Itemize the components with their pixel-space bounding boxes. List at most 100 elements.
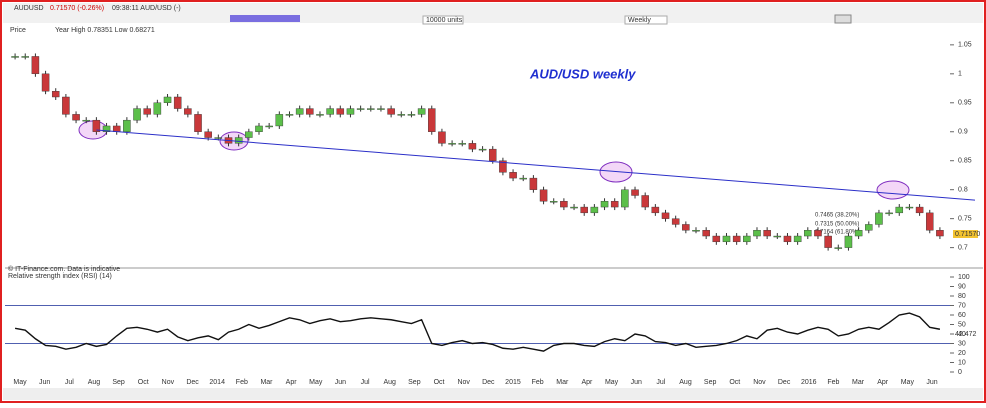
x-tick-label: 2015 [505, 379, 521, 386]
toolbar-icons [230, 14, 852, 24]
fib-label: 0.7465 (38.20%) [815, 213, 859, 219]
x-tick-label: Jun [926, 379, 937, 386]
x-tick-label: Apr [286, 379, 298, 386]
candle [295, 108, 304, 115]
candle [610, 201, 619, 208]
candle [671, 218, 680, 225]
candle [488, 148, 497, 161]
x-tick-label: Sep [408, 379, 421, 386]
x-tick-label: Nov [162, 379, 175, 386]
candle [234, 137, 243, 144]
scrollbar[interactable] [3, 388, 983, 400]
candle [285, 114, 294, 116]
x-tick-label: Apr [877, 379, 889, 386]
candle [11, 56, 19, 58]
x-tick-label: 2014 [209, 379, 225, 386]
candle [702, 230, 710, 237]
candle [51, 90, 60, 98]
x-tick-label: Mar [852, 379, 865, 386]
candle [387, 108, 395, 115]
candle [925, 212, 934, 231]
candle [560, 201, 568, 208]
candle [641, 195, 649, 208]
period-select[interactable] [624, 15, 668, 25]
y-tick-label: 0.9 [958, 129, 968, 136]
candle [743, 235, 751, 243]
x-tick-label: May [13, 379, 27, 386]
candle [682, 224, 690, 231]
x-tick-label: Oct [434, 379, 445, 386]
candle [824, 235, 832, 248]
x-tick-label: Sep [112, 379, 125, 386]
y-tick-label: 1 [958, 71, 962, 78]
candle [773, 235, 782, 238]
candle [438, 131, 446, 144]
candle [621, 189, 629, 208]
y-tick-label: 70 [958, 302, 966, 309]
candle [326, 108, 334, 115]
x-tick-label: Nov [753, 379, 766, 386]
candle [712, 235, 721, 243]
candle [204, 131, 212, 138]
y-tick-label: 30 [958, 340, 966, 347]
candle [275, 114, 284, 127]
units: 10000 units [426, 17, 463, 24]
y-tick-label: 50 [958, 321, 966, 328]
y-tick-label: 10 [958, 359, 966, 366]
candle [346, 108, 355, 115]
x-tick-label: May [605, 379, 619, 386]
candle [549, 201, 558, 203]
x-tick-label: 2016 [801, 379, 817, 386]
candle [102, 125, 111, 132]
x-tick-label: Mar [260, 379, 273, 386]
candle [367, 108, 375, 110]
quote: 0.71570 (-0.26%) [50, 5, 104, 12]
candle [915, 206, 924, 214]
candle [865, 224, 873, 231]
x-tick-label: May [309, 379, 323, 386]
y-tick-label: 40 [958, 331, 966, 338]
y-tick-label: 20 [958, 350, 966, 357]
y-tick-label: 0.7 [958, 244, 968, 251]
x-tick-label: Dec [186, 379, 199, 386]
x-tick-label: Feb [236, 379, 248, 386]
x-tick-label: Dec [482, 379, 495, 386]
fib-label: 0.7164 (61.80%) [815, 230, 859, 236]
x-tick-label: Apr [581, 379, 593, 386]
x-tick-label: Sep [704, 379, 717, 386]
color-swatches[interactable] [230, 15, 300, 22]
x-tick-label: Nov [457, 379, 470, 386]
chart-title: AUD/USD weekly [529, 66, 636, 81]
candle [112, 125, 121, 132]
candle [834, 247, 843, 249]
x-tick-label: Mar [556, 379, 569, 386]
time: 09:38:11 AUD/USD (-) [112, 5, 181, 12]
ellipse [876, 180, 910, 200]
rsi-last: 42.472 [955, 331, 977, 338]
candle [72, 114, 80, 121]
x-tick-label: Oct [138, 379, 149, 386]
y-tick-label: 80 [958, 293, 966, 300]
x-tick-label: Jun [39, 379, 50, 386]
candle [499, 160, 507, 173]
units-select[interactable] [422, 15, 464, 25]
candle [509, 172, 517, 179]
candle [428, 108, 436, 132]
last-price-box [953, 230, 978, 238]
candle [651, 206, 660, 214]
y-tick-label: 90 [958, 283, 966, 290]
trendline [96, 129, 976, 201]
candle [539, 189, 548, 202]
ellipse [599, 161, 633, 183]
candle [336, 108, 345, 115]
candle [214, 137, 223, 139]
chart-type-button[interactable] [834, 14, 852, 24]
candle [895, 206, 904, 214]
x-tick-label: May [901, 379, 915, 386]
candle [600, 201, 609, 208]
candle [377, 108, 385, 110]
x-tick-label: Oct [729, 379, 740, 386]
x-tick-label: Aug [88, 379, 101, 386]
